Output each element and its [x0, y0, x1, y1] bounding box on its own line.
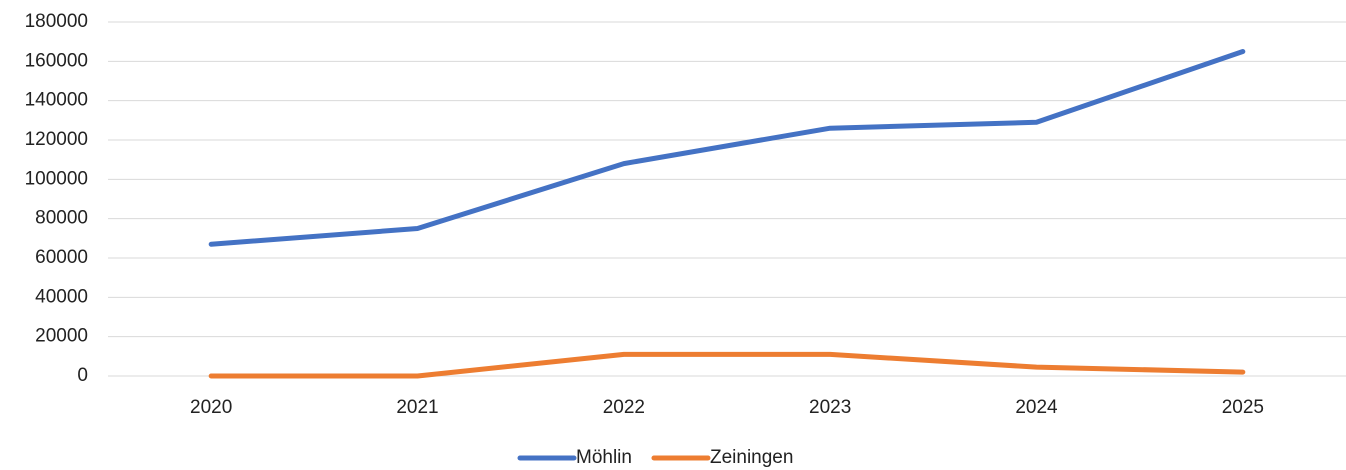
data-line — [208, 49, 1246, 247]
x-tick-label: 2023 — [809, 397, 851, 418]
x-tick-label: 2025 — [1222, 397, 1264, 418]
legend-label: Möhlin — [576, 447, 632, 468]
y-tick-label: 160000 — [25, 50, 88, 71]
legend-label: Zeiningen — [710, 447, 793, 468]
y-tick-label: 40000 — [35, 286, 88, 307]
data-line — [208, 351, 1246, 379]
y-tick-label: 140000 — [25, 90, 88, 111]
x-tick-label: 2024 — [1015, 397, 1058, 418]
y-tick-label: 0 — [77, 365, 88, 386]
y-tick-label: 20000 — [35, 326, 88, 347]
x-tick-label: 2020 — [190, 397, 232, 418]
y-tick-label: 100000 — [25, 168, 88, 189]
x-tick-label: 2021 — [396, 397, 438, 418]
x-tick-label: 2022 — [603, 397, 645, 418]
y-tick-label: 60000 — [35, 247, 88, 268]
y-tick-label: 120000 — [25, 129, 88, 150]
y-tick-label: 80000 — [35, 208, 88, 229]
y-tick-label: 180000 — [25, 11, 88, 32]
